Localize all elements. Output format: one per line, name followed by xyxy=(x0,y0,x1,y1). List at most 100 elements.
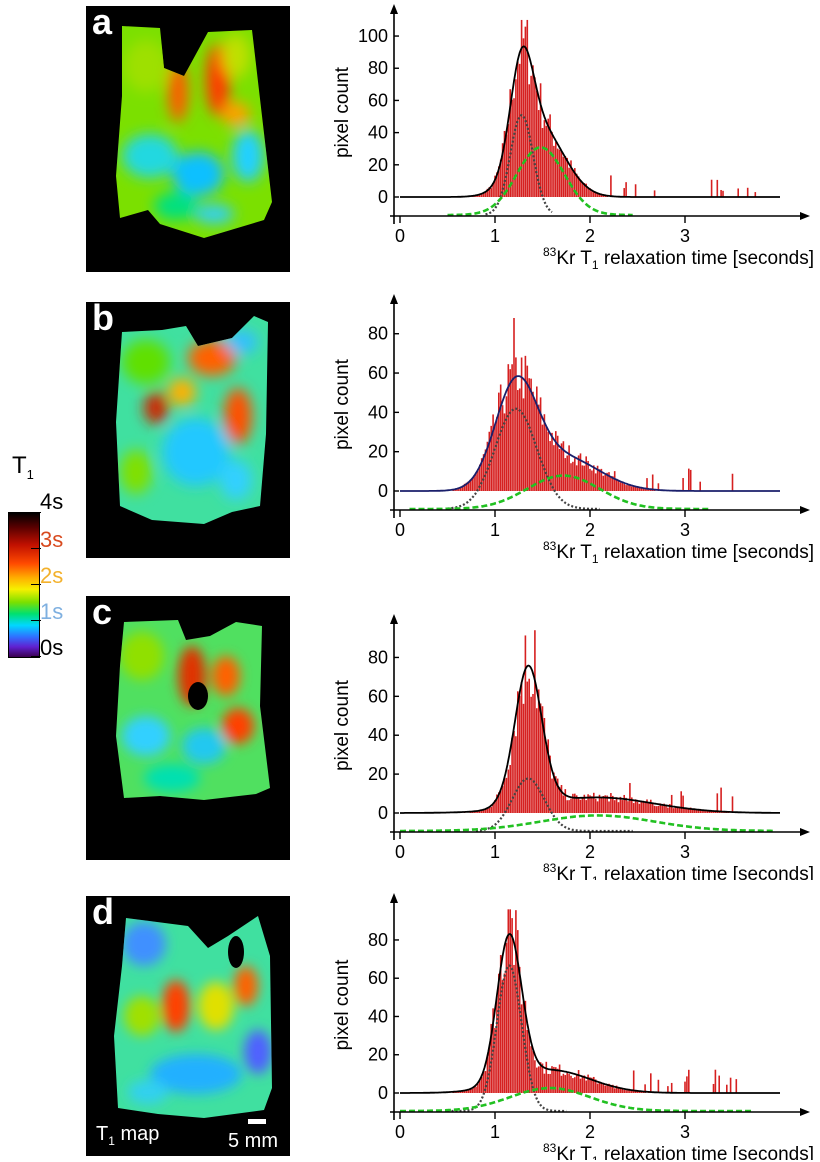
histogram-bar xyxy=(560,151,563,197)
x-tick-label: 1 xyxy=(490,1122,500,1142)
histogram-bar xyxy=(667,1086,669,1093)
histogram-bar xyxy=(598,1082,601,1093)
histogram-bar xyxy=(615,797,618,813)
histogram-bar xyxy=(482,1071,485,1093)
histogram-bar xyxy=(479,810,481,813)
histogram-bar xyxy=(532,391,534,491)
histogram-bar xyxy=(513,964,515,1093)
histogram-bar xyxy=(549,1073,551,1093)
histogram-bar xyxy=(632,1070,635,1093)
histogram-bar xyxy=(716,793,719,813)
x-tick-label: 2 xyxy=(585,1122,595,1142)
histogram-bar xyxy=(460,487,462,491)
histogram-bar xyxy=(686,807,688,813)
histogram-bar xyxy=(615,478,618,491)
histogram-bar xyxy=(726,1084,728,1093)
histogram-bar xyxy=(503,973,506,1093)
histogram-bar xyxy=(684,1081,686,1093)
histogram-bar xyxy=(650,799,652,813)
histogram-bar xyxy=(731,796,734,813)
histogram-bar xyxy=(613,800,616,813)
histogram-bar xyxy=(634,486,637,491)
histogram-bar xyxy=(659,803,662,813)
histogram-bar xyxy=(484,808,487,813)
histogram-bar xyxy=(672,808,675,813)
histogram-bar xyxy=(631,486,633,491)
histogram-bar xyxy=(570,160,572,197)
histogram-bar xyxy=(524,26,527,198)
histogram-bar xyxy=(484,449,487,491)
histogram-bar xyxy=(714,1069,717,1093)
histogram-bar xyxy=(496,172,498,197)
histogram-bar xyxy=(602,475,605,491)
histogram-bar xyxy=(518,63,521,197)
histogram-bar xyxy=(477,811,479,813)
histogram-bar xyxy=(558,787,561,813)
histogram-bar xyxy=(490,807,492,813)
y-tick-label: 0 xyxy=(378,803,388,823)
histogram-bar xyxy=(517,691,519,813)
histogram-bar xyxy=(593,792,595,813)
histogram-bar xyxy=(699,808,701,813)
histogram-bar xyxy=(471,1088,473,1093)
histogram-bar xyxy=(490,425,492,491)
histogram-bar xyxy=(496,995,498,1093)
histogram-bar xyxy=(532,65,534,197)
histogram-bar xyxy=(549,114,551,197)
histogram-bar xyxy=(530,1046,532,1093)
y-tick-label: 40 xyxy=(368,402,388,422)
histogram-bar xyxy=(657,805,660,813)
x-tick-label: 3 xyxy=(680,520,690,540)
histogram-bar xyxy=(553,445,555,491)
histogram-bar xyxy=(657,1079,660,1093)
histogram-bar xyxy=(613,1088,616,1093)
histogram-bar xyxy=(520,357,523,491)
histogram-bar xyxy=(629,484,631,491)
histogram-bar xyxy=(593,1076,595,1093)
histogram-bar xyxy=(729,1077,732,1093)
histogram-bar xyxy=(570,1075,572,1093)
histogram-bar xyxy=(477,1083,479,1093)
x-axis-arrow xyxy=(800,212,810,220)
histogram-bar xyxy=(465,482,468,491)
histogram-bar xyxy=(708,810,711,813)
histogram-bar xyxy=(543,414,546,491)
histogram-bar xyxy=(619,796,622,813)
histogram-bar xyxy=(541,128,544,197)
histogram-bar xyxy=(479,464,481,491)
histogram-bars xyxy=(448,909,738,1093)
histogram-bar xyxy=(545,1061,548,1093)
histogram-bar xyxy=(606,795,608,813)
histogram-bar xyxy=(475,472,477,491)
t1-map-panel-c: c xyxy=(86,596,290,860)
x-axis-label: 83Kr T1 relaxation time [seconds] xyxy=(543,1141,814,1160)
histogram-bar xyxy=(541,1063,544,1093)
histogram-bar xyxy=(471,479,473,491)
histogram-bar xyxy=(498,792,500,813)
histogram-bar xyxy=(682,795,684,813)
histogram-bar xyxy=(598,794,601,813)
histogram-bar xyxy=(473,1086,475,1093)
histogram-bar xyxy=(555,776,557,813)
histogram-bar xyxy=(613,471,616,491)
histogram-bar xyxy=(482,809,485,813)
histogram-bar xyxy=(596,465,599,491)
fit-component-slow xyxy=(400,1086,752,1113)
histogram-bar xyxy=(480,194,483,197)
histogram-bar xyxy=(568,445,570,491)
histogram-bar xyxy=(703,810,705,813)
histogram-bar xyxy=(551,432,553,491)
panel-label-a: a xyxy=(92,6,113,42)
histogram-bar xyxy=(579,453,582,491)
histogram-bar xyxy=(524,635,527,813)
fit-total-curve xyxy=(400,375,780,492)
y-axis-label: pixel count xyxy=(332,358,353,450)
y-tick-label: 40 xyxy=(368,725,388,745)
histogram-bar xyxy=(617,802,620,813)
histogram-bar xyxy=(594,473,597,491)
histogram-bar xyxy=(480,1076,483,1093)
histogram-bar xyxy=(594,798,597,813)
histogram-bar xyxy=(684,808,686,813)
histogram-bar xyxy=(720,787,722,813)
x-axis-arrow xyxy=(800,506,810,514)
